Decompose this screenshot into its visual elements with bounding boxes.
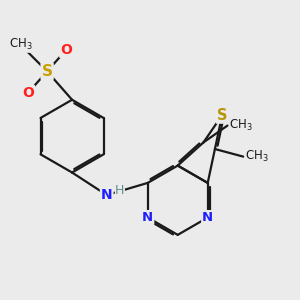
Text: N: N — [101, 188, 112, 202]
Text: N: N — [142, 211, 153, 224]
Text: S: S — [217, 108, 227, 123]
Text: S: S — [42, 64, 52, 79]
Text: CH$_3$: CH$_3$ — [245, 149, 269, 164]
Text: H: H — [115, 184, 124, 197]
Text: N: N — [202, 211, 213, 224]
Text: O: O — [22, 86, 34, 100]
Text: CH$_3$: CH$_3$ — [9, 37, 32, 52]
Text: O: O — [60, 43, 72, 57]
Text: CH$_3$: CH$_3$ — [229, 118, 253, 133]
